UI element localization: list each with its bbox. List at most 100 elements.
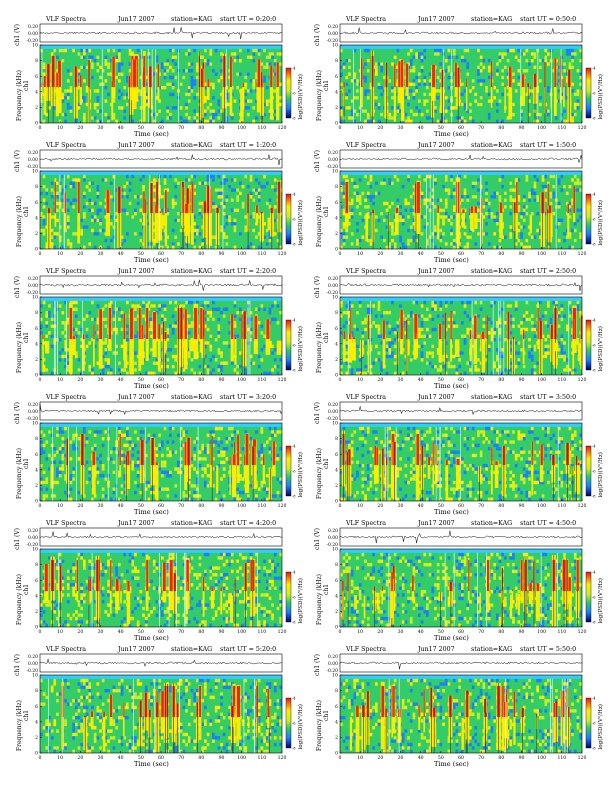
colorbar-tick-label: -6 bbox=[592, 596, 596, 600]
spectrogram-heatmap bbox=[340, 423, 582, 501]
x-tick-label: 90 bbox=[519, 503, 525, 509]
y-tick-label: 4 bbox=[335, 89, 338, 95]
x-tick-label: 10 bbox=[57, 629, 63, 635]
channel-tick-label: 0.20 bbox=[328, 402, 338, 408]
y-tick-label: 6 bbox=[35, 326, 38, 332]
x-tick-label: 50 bbox=[438, 629, 444, 635]
y-tick-label: 0 bbox=[335, 121, 338, 127]
channel-tick-label: 0.00 bbox=[28, 409, 38, 415]
channel-tick-label: 0.00 bbox=[328, 535, 338, 541]
y-tick-label: 2 bbox=[35, 231, 38, 237]
x-tick-label: 40 bbox=[118, 755, 124, 761]
spectrogram-panel: VLF Spectra Jun17 2007 station=KAG start UT… bbox=[6, 518, 304, 642]
y-tick-label: 2 bbox=[335, 735, 338, 741]
colorbar-tick-label: -8 bbox=[292, 117, 296, 121]
x-tick-label: 30 bbox=[98, 755, 104, 761]
waveform-trace bbox=[339, 661, 583, 670]
panel-title: VLF Spectra bbox=[46, 142, 86, 149]
x-tick-label: 40 bbox=[118, 251, 124, 257]
colorbar-tick-label: -4 bbox=[592, 571, 596, 575]
x-tick-label: 90 bbox=[519, 755, 525, 761]
colorbar bbox=[585, 445, 592, 497]
y-tick-label: 0 bbox=[35, 625, 38, 631]
colorbar-tick-label: -8 bbox=[292, 747, 296, 751]
y-tick-label: 8 bbox=[335, 184, 338, 190]
panel-start-ut: start UT = 4:20:0 bbox=[220, 520, 277, 527]
x-tick-label: 50 bbox=[438, 125, 444, 131]
spectrogram-panel: VLF Spectra Jun17 2007 station=KAG start UT… bbox=[306, 392, 604, 516]
colorbar bbox=[285, 193, 292, 245]
waveform-trace bbox=[39, 404, 283, 416]
panel-title: VLF Spectra bbox=[46, 520, 86, 527]
x-tick-label: 100 bbox=[537, 503, 546, 509]
panel-title: VLF Spectra bbox=[346, 268, 386, 275]
spectrogram-heatmap bbox=[340, 297, 583, 375]
channel-tick-label: 0.00 bbox=[328, 661, 338, 667]
x-tick-label: 20 bbox=[77, 629, 83, 635]
channel-tick-label: -0.20 bbox=[26, 416, 38, 422]
panel-title: VLF Spectra bbox=[346, 142, 386, 149]
x-tick-label: 60 bbox=[158, 755, 164, 761]
x-tick-label: 30 bbox=[398, 503, 404, 509]
colorbar-tick-label: -8 bbox=[592, 747, 596, 751]
channel-tick-label: 0.00 bbox=[28, 661, 38, 667]
colorbar-tick-label: -6 bbox=[292, 344, 296, 348]
channel-tick-label: -0.20 bbox=[26, 542, 38, 548]
x-tick-label: 80 bbox=[498, 251, 504, 257]
y-tick-label: 10 bbox=[32, 43, 38, 49]
x-tick-label: 90 bbox=[519, 377, 525, 383]
x-tick-label: 20 bbox=[77, 503, 83, 509]
x-tick-label: 50 bbox=[438, 251, 444, 257]
x-tick-label: 30 bbox=[98, 251, 104, 257]
x-tick-label: 10 bbox=[357, 125, 363, 131]
spectrogram-panel: VLF Spectra Jun17 2007 station=KAG start UT… bbox=[306, 644, 604, 768]
channel-tick-label: 0.00 bbox=[328, 409, 338, 415]
y-tick-label: 6 bbox=[335, 704, 338, 710]
waveform-frame bbox=[339, 527, 583, 547]
colorbar bbox=[585, 319, 592, 371]
panel-station: station=KAG bbox=[471, 520, 513, 527]
y-tick-label: 8 bbox=[35, 688, 38, 694]
channel-tick-label: -0.20 bbox=[326, 290, 338, 296]
channel-tick-label: 0.20 bbox=[28, 276, 38, 282]
x-tick-label: 30 bbox=[98, 125, 104, 131]
colorbar bbox=[585, 193, 592, 245]
y-tick-label: 0 bbox=[35, 121, 38, 127]
x-tick-label: 60 bbox=[458, 629, 464, 635]
x-tick-label: 30 bbox=[398, 125, 404, 131]
x-tick-label: 50 bbox=[138, 755, 144, 761]
y-tick-label: 10 bbox=[332, 547, 338, 553]
x-tick-label: 100 bbox=[237, 377, 246, 383]
x-tick-label: 0 bbox=[39, 125, 42, 131]
x-tick-label: 50 bbox=[138, 125, 144, 131]
panel-station: station=KAG bbox=[471, 646, 513, 653]
x-tick-label: 70 bbox=[478, 629, 484, 635]
colorbar-tick-label: -4 bbox=[292, 697, 296, 701]
spectrogram-heatmap bbox=[40, 171, 282, 249]
x-axis-title: Time (sec) bbox=[434, 508, 469, 516]
x-tick-label: 20 bbox=[77, 251, 83, 257]
y-tick-label: 0 bbox=[35, 751, 38, 757]
x-tick-label: 40 bbox=[118, 125, 124, 131]
y-tick-label: 0 bbox=[335, 373, 338, 379]
colorbar-label: log(PSD)(V²/Hz) bbox=[298, 704, 304, 750]
x-tick-label: 0 bbox=[339, 755, 342, 761]
x-tick-label: 50 bbox=[438, 503, 444, 509]
colorbar-tick-label: -8 bbox=[592, 117, 596, 121]
y-tick-label: 0 bbox=[335, 751, 338, 757]
waveform-trace bbox=[339, 281, 583, 291]
channel-tick-label: -0.20 bbox=[326, 668, 338, 674]
x-tick-label: 0 bbox=[39, 251, 42, 257]
colorbar-tick-label: -6 bbox=[292, 218, 296, 222]
x-tick-label: 70 bbox=[178, 377, 184, 383]
y-tick-label: 6 bbox=[335, 326, 338, 332]
x-tick-label: 120 bbox=[278, 629, 287, 635]
x-tick-label: 120 bbox=[578, 503, 587, 509]
y-tick-label: 0 bbox=[335, 247, 338, 253]
spectrogram-panel: VLF Spectra Jun17 2007 station=KAG start UT… bbox=[6, 644, 304, 768]
panel-station: station=KAG bbox=[171, 394, 213, 401]
x-tick-label: 60 bbox=[458, 377, 464, 383]
x-tick-label: 60 bbox=[158, 125, 164, 131]
